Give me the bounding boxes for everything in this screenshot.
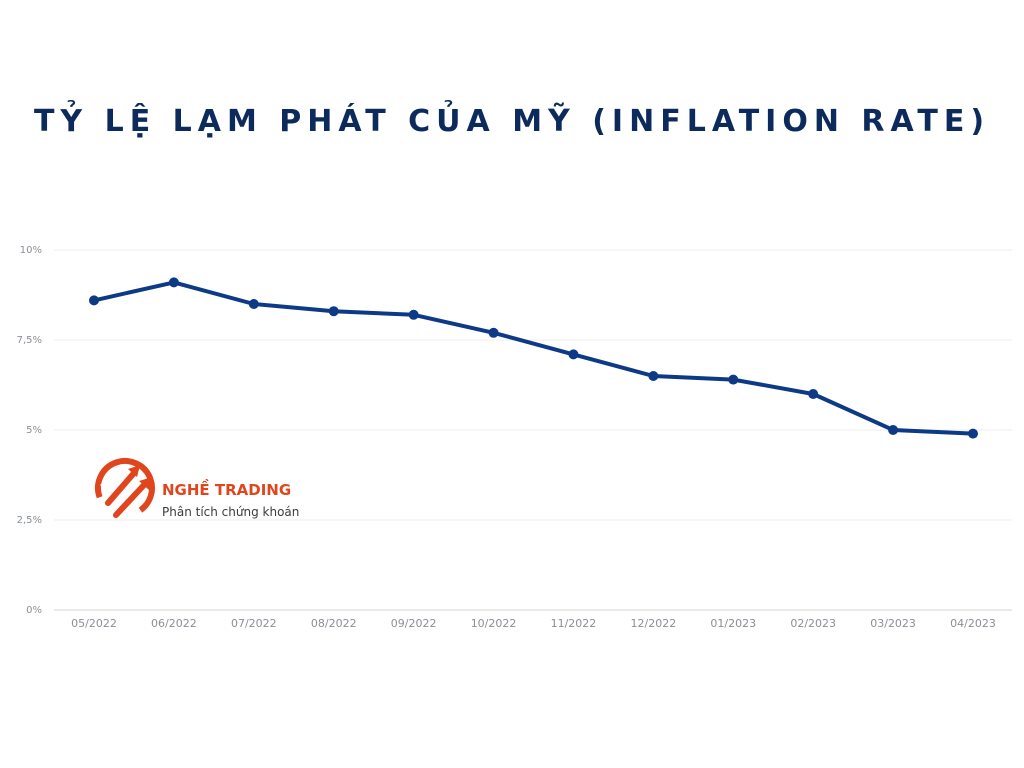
data-point xyxy=(168,277,179,288)
brand-tagline: Phân tích chứng khoán xyxy=(162,505,300,519)
x-tick-label: 08/2022 xyxy=(311,617,357,630)
y-tick-label: 10% xyxy=(20,245,42,256)
data-point xyxy=(488,327,499,338)
x-tick-label: 05/2022 xyxy=(71,617,117,630)
data-point xyxy=(808,389,819,399)
x-tick-label: 03/2023 xyxy=(870,617,916,630)
x-axis-ticks: 05/2022 06/2022 07/2022 08/2022 09/2022 10/20… xyxy=(71,617,996,630)
data-point xyxy=(89,295,99,306)
x-tick-label: 04/2023 xyxy=(950,617,996,630)
chart-title: TỶ LỆ LẠM PHÁT CỦA MỸ (INFLATION RATE) xyxy=(33,104,991,139)
y-tick-label: 7,5% xyxy=(17,335,42,346)
x-tick-label: 02/2023 xyxy=(790,617,836,630)
x-tick-label: 07/2022 xyxy=(231,617,277,630)
data-point xyxy=(248,299,259,309)
x-tick-label: 12/2022 xyxy=(631,617,677,630)
series-layer xyxy=(89,277,978,439)
y-tick-label: 5% xyxy=(26,425,42,436)
x-tick-label: 09/2022 xyxy=(391,617,437,630)
x-tick-label: 11/2022 xyxy=(551,617,597,630)
x-tick-label: 10/2022 xyxy=(471,617,517,630)
data-point xyxy=(408,309,419,320)
x-tick-label: 06/2022 xyxy=(151,617,197,630)
x-tick-label: 01/2023 xyxy=(710,617,756,630)
gridlines xyxy=(54,249,1012,611)
data-point xyxy=(728,374,739,385)
data-point xyxy=(568,349,579,360)
y-tick-label: 0% xyxy=(26,605,42,616)
data-point xyxy=(888,425,899,435)
data-point xyxy=(328,306,339,317)
brand-watermark: NGHỀ TRADING Phân tích chứng khoán xyxy=(94,455,314,525)
y-tick-label: 2,5% xyxy=(17,515,42,526)
series-line xyxy=(92,280,975,436)
trading-arrows-logo-icon xyxy=(95,458,155,518)
y-axis-ticks: 0% 2,5% 5% 7,5% 10% xyxy=(17,245,42,616)
data-point xyxy=(648,371,659,381)
brand-name: NGHỀ TRADING xyxy=(162,481,292,499)
data-point xyxy=(968,428,978,439)
